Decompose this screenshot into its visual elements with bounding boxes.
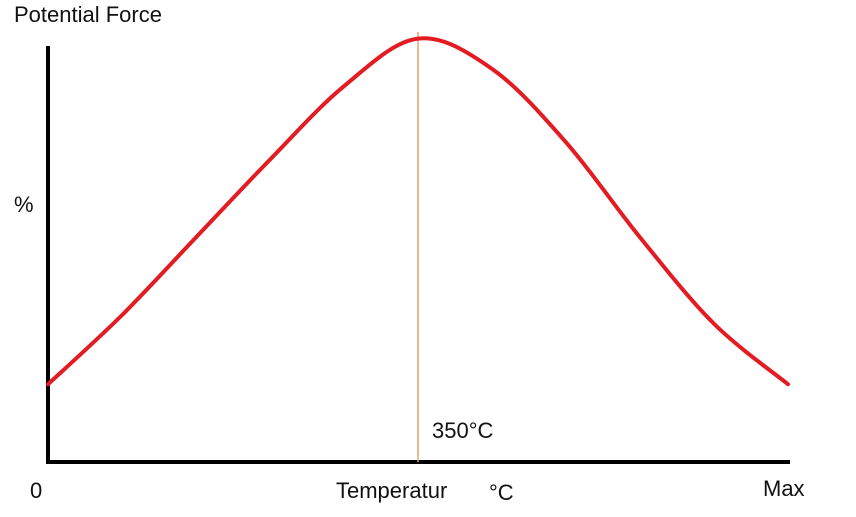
x-axis-title: Temperatur <box>336 478 447 503</box>
x-axis-unit-label: °C <box>489 480 514 505</box>
annotation-label: 350°C <box>432 418 494 443</box>
x-tick-label-0: 0 <box>30 478 42 503</box>
y-axis-unit-label: % <box>14 192 34 217</box>
series-line <box>46 36 790 387</box>
x-tick-label-max: Max <box>763 476 805 501</box>
plot-area <box>46 32 790 464</box>
y-axis-title-top: Potential Force <box>14 2 162 27</box>
